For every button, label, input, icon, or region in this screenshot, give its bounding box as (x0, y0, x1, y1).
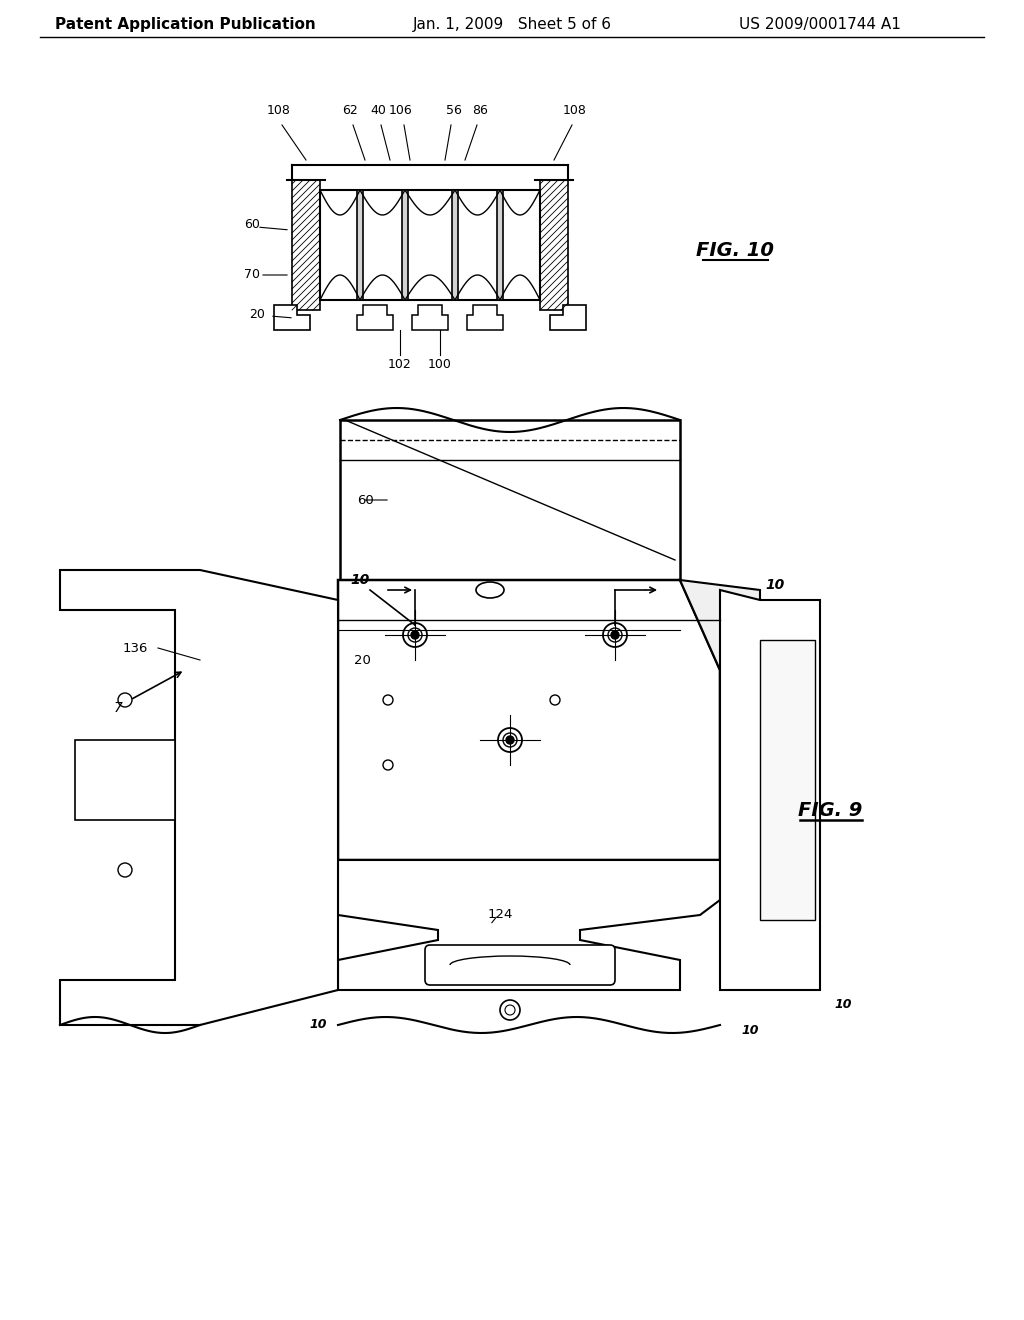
Bar (540, 180, 568, 310)
Text: 7: 7 (114, 701, 123, 715)
Text: 10: 10 (765, 578, 784, 591)
Text: FIG. 10: FIG. 10 (696, 240, 774, 260)
Polygon shape (60, 570, 338, 1026)
Text: 70: 70 (244, 268, 260, 281)
Bar (452, 190, 458, 300)
Circle shape (506, 737, 514, 744)
Bar (357, 190, 362, 300)
Ellipse shape (476, 582, 504, 598)
Text: 62: 62 (342, 103, 357, 116)
Text: 136: 136 (122, 642, 147, 655)
Text: 20: 20 (353, 653, 371, 667)
Polygon shape (720, 590, 820, 990)
Text: 10: 10 (835, 998, 852, 1011)
Circle shape (411, 631, 419, 639)
Text: 10: 10 (741, 1023, 759, 1036)
Text: 108: 108 (267, 103, 291, 116)
Bar (760, 640, 815, 920)
Bar (497, 190, 503, 300)
Bar (319, 190, 540, 300)
Polygon shape (680, 579, 760, 865)
Bar (292, 180, 319, 310)
Polygon shape (274, 305, 310, 330)
Text: 10: 10 (350, 573, 370, 587)
Text: 60: 60 (356, 494, 374, 507)
Polygon shape (412, 305, 449, 330)
Text: 20: 20 (249, 309, 265, 322)
Polygon shape (357, 305, 393, 330)
Text: 124: 124 (487, 908, 513, 921)
Text: 106: 106 (389, 103, 413, 116)
Text: FIG. 9: FIG. 9 (798, 800, 862, 820)
Polygon shape (338, 579, 720, 861)
Bar (402, 190, 408, 300)
FancyBboxPatch shape (425, 945, 615, 985)
Text: Patent Application Publication: Patent Application Publication (54, 17, 315, 33)
Text: 10: 10 (309, 1019, 327, 1031)
Polygon shape (550, 305, 586, 330)
Text: 100: 100 (428, 359, 452, 371)
FancyBboxPatch shape (340, 420, 680, 579)
Bar (75, 741, 175, 820)
Text: 60: 60 (244, 219, 260, 231)
Text: US 2009/0001744 A1: US 2009/0001744 A1 (739, 17, 901, 33)
Text: Jan. 1, 2009   Sheet 5 of 6: Jan. 1, 2009 Sheet 5 of 6 (413, 17, 611, 33)
Text: 108: 108 (563, 103, 587, 116)
Text: 102: 102 (388, 359, 412, 371)
Text: 56: 56 (446, 103, 462, 116)
Polygon shape (338, 861, 720, 990)
Text: 40: 40 (370, 103, 386, 116)
Polygon shape (467, 305, 503, 330)
Circle shape (611, 631, 618, 639)
Text: 86: 86 (472, 103, 488, 116)
